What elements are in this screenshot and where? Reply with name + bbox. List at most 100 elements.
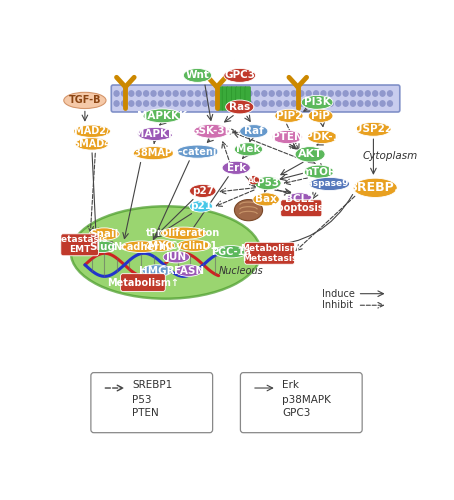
Circle shape (358, 91, 363, 96)
Ellipse shape (304, 165, 334, 178)
Ellipse shape (183, 68, 212, 82)
Text: PGC-1a: PGC-1a (211, 246, 251, 256)
Circle shape (269, 101, 274, 106)
Circle shape (284, 91, 289, 96)
Text: PTEN: PTEN (133, 408, 159, 418)
FancyBboxPatch shape (121, 274, 165, 291)
Circle shape (232, 91, 237, 96)
Text: Slug: Slug (89, 242, 115, 252)
Ellipse shape (177, 240, 211, 252)
Circle shape (232, 101, 237, 106)
Ellipse shape (224, 68, 256, 82)
Circle shape (240, 91, 245, 96)
Circle shape (122, 91, 126, 96)
FancyBboxPatch shape (231, 86, 237, 110)
Circle shape (321, 101, 326, 106)
Text: Apoptosis↑: Apoptosis↑ (270, 203, 333, 213)
Circle shape (247, 101, 252, 106)
Ellipse shape (253, 193, 279, 206)
Circle shape (203, 101, 207, 106)
Circle shape (181, 91, 186, 96)
Circle shape (343, 91, 348, 96)
Circle shape (225, 101, 230, 106)
Circle shape (306, 101, 311, 106)
Circle shape (255, 91, 259, 96)
Circle shape (388, 101, 392, 106)
Circle shape (210, 91, 215, 96)
Circle shape (291, 101, 296, 106)
Ellipse shape (226, 100, 254, 114)
Ellipse shape (161, 227, 206, 239)
Ellipse shape (234, 200, 262, 220)
Text: MYC: MYC (148, 240, 173, 250)
Ellipse shape (89, 228, 119, 240)
Circle shape (314, 101, 319, 106)
Circle shape (350, 101, 355, 106)
Circle shape (225, 91, 230, 96)
Text: MAPKKK: MAPKKK (137, 111, 188, 121)
Ellipse shape (286, 193, 313, 206)
Text: P38MAPK: P38MAPK (127, 148, 180, 158)
Ellipse shape (147, 240, 175, 252)
Circle shape (129, 91, 134, 96)
Ellipse shape (272, 130, 302, 143)
Circle shape (210, 101, 215, 106)
Text: mTOR: mTOR (301, 166, 336, 176)
Ellipse shape (295, 146, 325, 162)
Text: Erk: Erk (227, 163, 246, 173)
FancyBboxPatch shape (245, 242, 295, 264)
FancyBboxPatch shape (245, 86, 251, 110)
Text: CyclinD1: CyclinD1 (170, 240, 218, 250)
Ellipse shape (143, 109, 182, 123)
Text: Metabolism↑: Metabolism↑ (107, 278, 179, 287)
Text: P53: P53 (133, 394, 152, 404)
Text: SREBP1: SREBP1 (348, 182, 402, 194)
Ellipse shape (89, 241, 116, 252)
FancyBboxPatch shape (222, 86, 228, 110)
Circle shape (299, 91, 304, 96)
Ellipse shape (176, 265, 202, 276)
Circle shape (143, 101, 148, 106)
Text: tProliferation: tProliferation (146, 228, 221, 238)
Text: SREBP1: SREBP1 (133, 380, 173, 390)
Circle shape (122, 101, 126, 106)
Circle shape (358, 101, 363, 106)
Circle shape (114, 91, 119, 96)
Text: Metastasis
EMT: Metastasis EMT (52, 235, 107, 255)
Text: PIP2: PIP2 (276, 111, 302, 121)
Circle shape (247, 91, 252, 96)
Circle shape (173, 91, 178, 96)
Text: Inhibit: Inhibit (322, 300, 353, 310)
Ellipse shape (356, 122, 391, 136)
Text: B-catenin: B-catenin (171, 146, 224, 156)
Text: Wnt: Wnt (186, 70, 209, 81)
Text: TGF-B: TGF-B (69, 96, 101, 106)
Circle shape (276, 101, 281, 106)
Circle shape (158, 101, 163, 106)
FancyBboxPatch shape (91, 372, 212, 432)
Circle shape (365, 91, 370, 96)
Text: Snail: Snail (89, 229, 119, 239)
Circle shape (136, 91, 141, 96)
FancyBboxPatch shape (217, 86, 223, 110)
Ellipse shape (64, 92, 106, 108)
Circle shape (129, 101, 134, 106)
Circle shape (262, 91, 267, 96)
Circle shape (181, 101, 186, 106)
Circle shape (321, 91, 326, 96)
Text: Ras: Ras (229, 102, 250, 112)
Text: Ncadherin: Ncadherin (113, 242, 169, 252)
Text: SMAD4: SMAD4 (73, 139, 111, 149)
Circle shape (328, 91, 333, 96)
Text: BCL2: BCL2 (285, 194, 314, 204)
Circle shape (151, 101, 156, 106)
Circle shape (195, 101, 200, 106)
Text: GPC3: GPC3 (282, 408, 311, 418)
Ellipse shape (138, 128, 173, 140)
Ellipse shape (74, 125, 110, 138)
Circle shape (306, 91, 311, 96)
Text: PTEN: PTEN (272, 132, 302, 142)
Text: PiP: PiP (311, 111, 330, 121)
Text: MAPKK: MAPKK (134, 129, 176, 139)
Ellipse shape (234, 143, 262, 156)
